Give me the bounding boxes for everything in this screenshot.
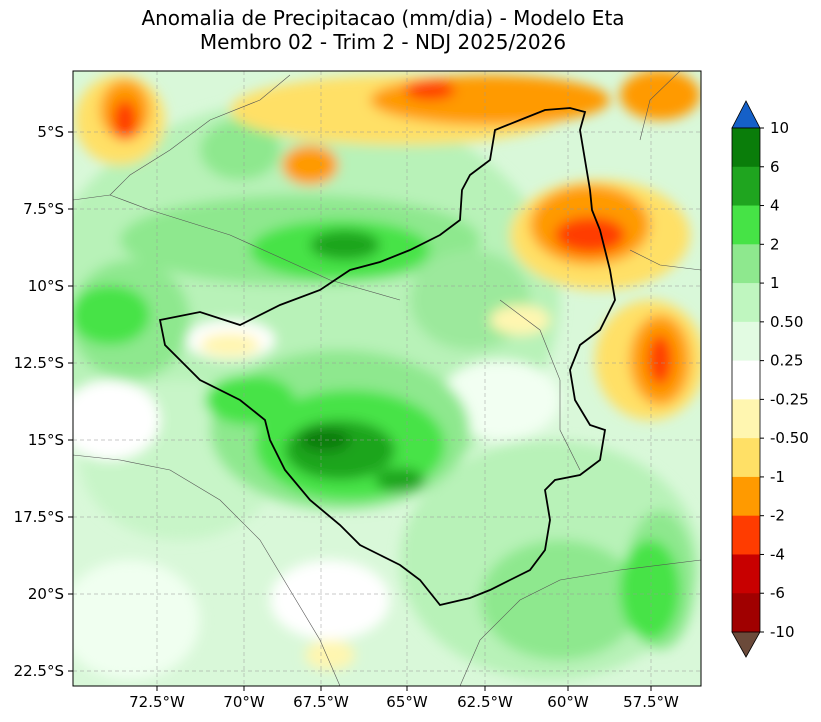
- colorbar-min-arrow: [731, 631, 761, 658]
- colorbar-label: -0.25: [770, 390, 809, 408]
- colorbar-segment: [732, 128, 760, 168]
- colorbar-label: 10: [770, 119, 789, 137]
- colorbar-segment: [732, 515, 760, 555]
- lat-label: 5°S: [37, 123, 64, 141]
- lon-label: 60°W: [547, 693, 589, 711]
- colorbar-label: 6: [770, 158, 780, 176]
- colorbar-max-arrow: [731, 100, 761, 129]
- lon-label: 70°W: [223, 693, 265, 711]
- lon-label: 67.5°W: [293, 693, 349, 711]
- colorbar-segment: [732, 554, 760, 594]
- anomaly-field: [73, 71, 701, 686]
- colorbar-segment: [732, 283, 760, 323]
- colorbar-label: 0.25: [770, 352, 803, 370]
- axis-ticks: [68, 131, 652, 691]
- lon-label: 57.5°W: [623, 693, 679, 711]
- colorbar: 10 6 4 2 1 0.50 0.25 -0.25 -0.50 -1 -2 -4 -6 -10: [731, 100, 809, 658]
- colorbar-segment: [732, 244, 760, 284]
- colorbar-labels: 10 6 4 2 1 0.50 0.25 -0.25 -0.50 -1 -2 -4 -6 -10: [760, 119, 809, 641]
- basin-outline: [158, 107, 616, 607]
- colorbar-segment: [732, 476, 760, 517]
- colorbar-label: -2: [770, 507, 785, 525]
- colorbar-segment: [732, 360, 760, 400]
- lat-label: 15°S: [28, 431, 64, 449]
- longitude-labels: 72.5°W 70°W 67.5°W 65°W 62.5°W 60°W 57.5…: [129, 693, 679, 711]
- lat-label: 22.5°S: [14, 662, 64, 680]
- lon-label: 72.5°W: [129, 693, 185, 711]
- plot-frame: [72, 70, 702, 687]
- colorbar-segment: [732, 205, 760, 245]
- lat-label: 17.5°S: [14, 508, 64, 526]
- country-borders: [73, 71, 701, 686]
- colorbar-label: -1: [770, 468, 785, 486]
- colorbar-segment: [732, 166, 760, 207]
- lon-label: 62.5°W: [457, 693, 513, 711]
- grid-lines: [73, 71, 701, 686]
- colorbar-segment: [732, 399, 760, 439]
- colorbar-label: -4: [770, 545, 785, 563]
- colorbar-label: 4: [770, 197, 780, 215]
- colorbar-label: -10: [770, 623, 795, 641]
- colorbar-label: 1: [770, 274, 780, 292]
- colorbar-segment: [732, 321, 760, 362]
- latitude-labels: 5°S 7.5°S 10°S 12.5°S 15°S 17.5°S 20°S 2…: [14, 123, 64, 680]
- map-title: Anomalia de Precipitacao (mm/dia) - Mode…: [141, 6, 625, 30]
- lon-label: 65°W: [386, 693, 428, 711]
- colorbar-segment: [732, 438, 760, 478]
- colorbar-label: -6: [770, 584, 785, 602]
- colorbar-label: 0.50: [770, 313, 803, 331]
- colorbar-segment: [732, 593, 760, 633]
- map-subtitle: Membro 02 - Trim 2 - NDJ 2025/2026: [199, 30, 567, 54]
- lat-label: 20°S: [28, 585, 64, 603]
- colorbar-label: -0.50: [770, 429, 809, 447]
- lat-label: 12.5°S: [14, 354, 64, 372]
- lat-label: 10°S: [28, 277, 64, 295]
- colorbar-label: 2: [770, 235, 780, 253]
- lat-label: 7.5°S: [23, 200, 64, 218]
